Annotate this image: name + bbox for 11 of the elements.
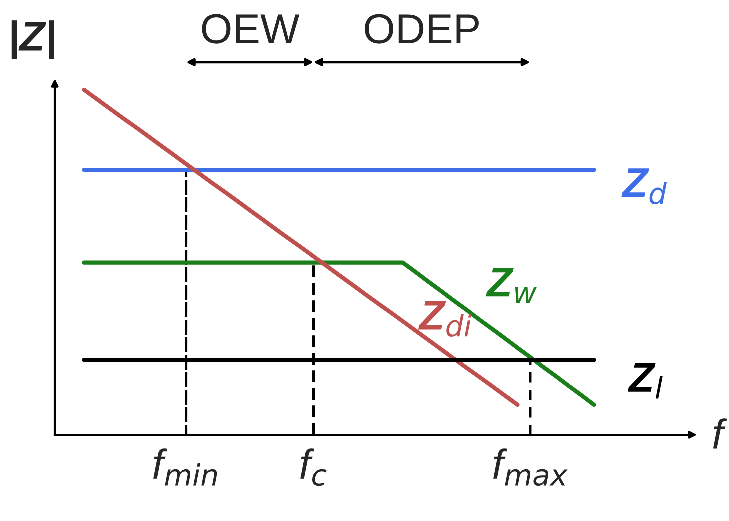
series-label: Z$_{di}$	[418, 301, 472, 338]
x-tick-label: f$_{max}$	[494, 448, 568, 486]
x-tick-label: f$_{c}$	[300, 448, 327, 486]
y-axis-title: |Z|	[12, 20, 54, 60]
series-label: Z$_{l}$	[628, 363, 663, 399]
text: ODEP	[365, 14, 479, 44]
series-label: Z$_{d}$	[622, 168, 668, 205]
x-tick-label: f$_{min}$	[154, 448, 218, 486]
x-axis-title: f	[713, 418, 728, 449]
series-label: Z$_{w}$	[486, 268, 537, 304]
text: OEW	[202, 14, 300, 44]
